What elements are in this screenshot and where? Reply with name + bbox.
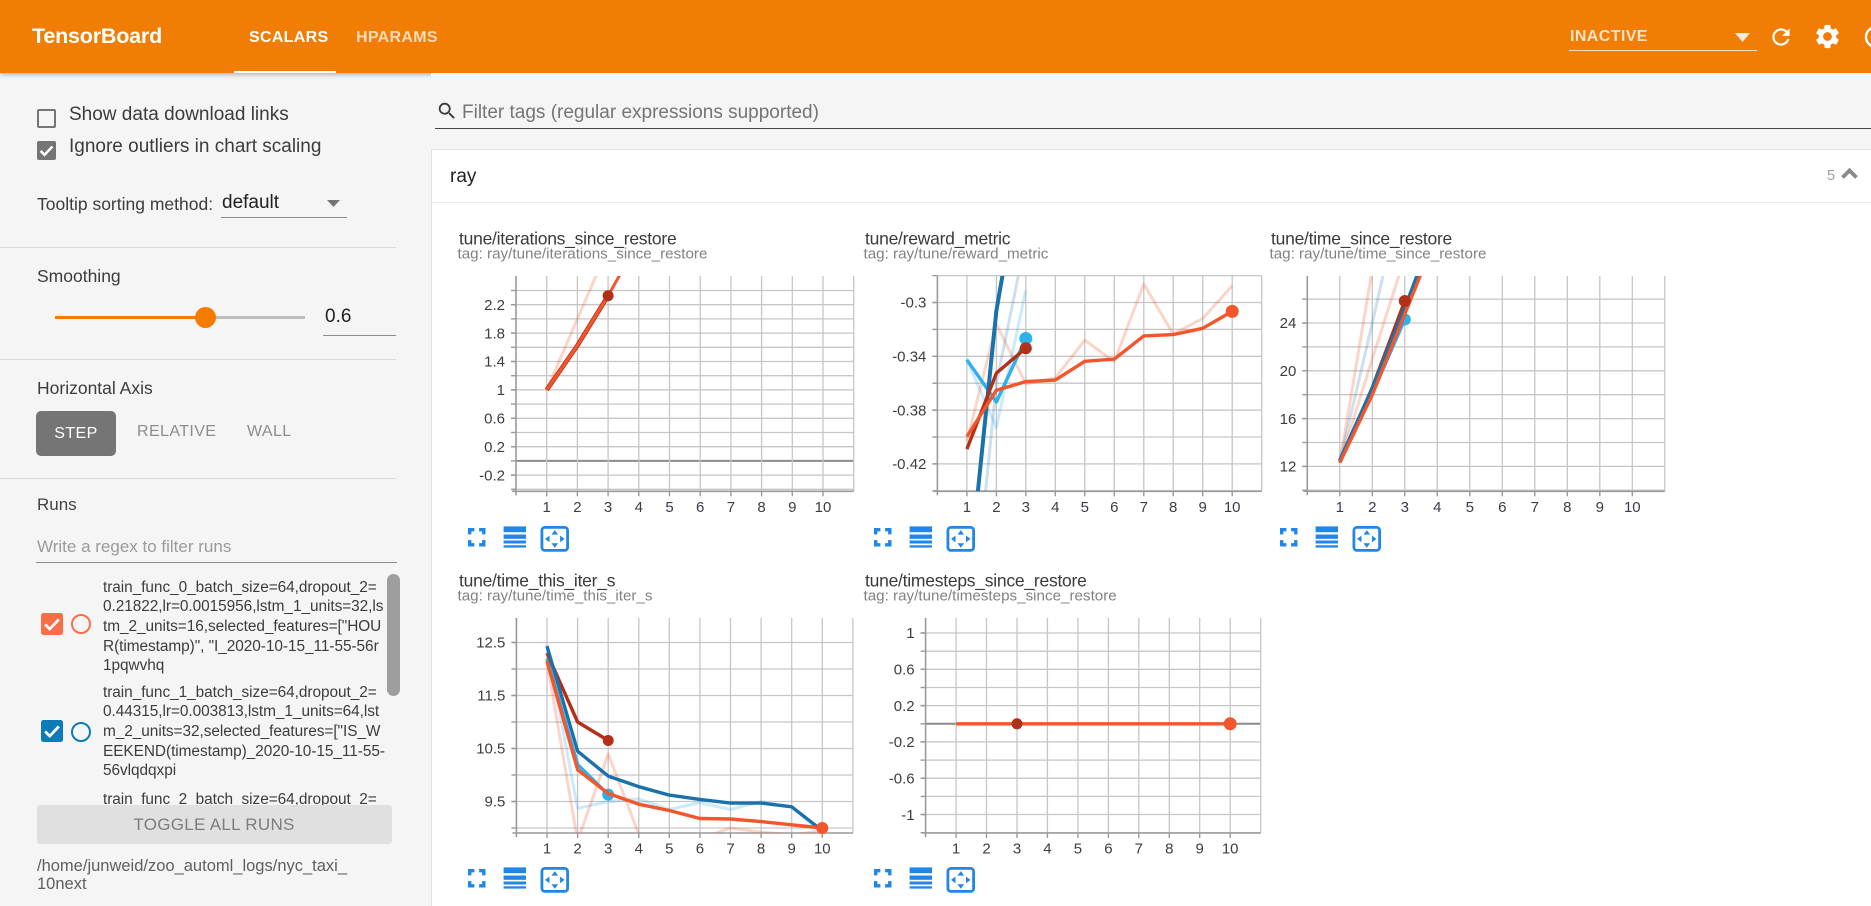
svg-text:6: 6 bbox=[1498, 499, 1506, 516]
svg-text:-0.3: -0.3 bbox=[901, 295, 927, 312]
svg-text:10: 10 bbox=[1224, 499, 1241, 516]
svg-text:0.2: 0.2 bbox=[894, 698, 915, 715]
svg-text:1: 1 bbox=[543, 841, 551, 858]
svg-text:5: 5 bbox=[665, 841, 673, 858]
svg-text:-0.2: -0.2 bbox=[889, 734, 915, 751]
svg-text:1: 1 bbox=[543, 499, 551, 516]
svg-text:0.6: 0.6 bbox=[484, 411, 505, 428]
svg-text:1: 1 bbox=[952, 841, 960, 858]
svg-text:4: 4 bbox=[1051, 499, 1059, 516]
svg-text:10: 10 bbox=[814, 841, 831, 858]
svg-text:tag: ray/tune/time_since_resto: tag: ray/tune/time_since_restore bbox=[1270, 246, 1487, 263]
svg-text:4: 4 bbox=[635, 499, 643, 516]
svg-text:-0.2: -0.2 bbox=[479, 467, 505, 484]
svg-text:-0.6: -0.6 bbox=[889, 771, 915, 788]
svg-text:9.5: 9.5 bbox=[485, 794, 506, 811]
svg-text:5: 5 bbox=[1466, 499, 1474, 516]
svg-text:tune/time_this_iter_s: tune/time_this_iter_s bbox=[459, 571, 616, 592]
svg-text:7: 7 bbox=[1135, 841, 1143, 858]
svg-text:tag: ray/tune/time_this_iter_s: tag: ray/tune/time_this_iter_s bbox=[458, 588, 653, 605]
svg-text:2.2: 2.2 bbox=[484, 297, 505, 314]
svg-text:9: 9 bbox=[1196, 841, 1204, 858]
svg-text:10.5: 10.5 bbox=[476, 741, 505, 758]
svg-text:3: 3 bbox=[1013, 841, 1021, 858]
svg-text:2: 2 bbox=[982, 841, 990, 858]
svg-text:4: 4 bbox=[1433, 499, 1441, 516]
svg-text:7: 7 bbox=[1140, 499, 1148, 516]
svg-text:tune/time_since_restore: tune/time_since_restore bbox=[1271, 229, 1452, 250]
svg-text:8: 8 bbox=[757, 841, 765, 858]
svg-text:2: 2 bbox=[573, 499, 581, 516]
svg-text:10: 10 bbox=[1624, 499, 1641, 516]
svg-text:12: 12 bbox=[1280, 459, 1297, 476]
svg-text:3: 3 bbox=[604, 499, 612, 516]
svg-text:9: 9 bbox=[788, 499, 796, 516]
svg-text:tag: ray/tune/timesteps_since_: tag: ray/tune/timesteps_since_restore bbox=[864, 588, 1117, 605]
svg-text:0.6: 0.6 bbox=[894, 662, 915, 679]
svg-text:10: 10 bbox=[815, 499, 832, 516]
svg-text:tune/reward_metric: tune/reward_metric bbox=[865, 229, 1011, 250]
svg-text:8: 8 bbox=[757, 499, 765, 516]
svg-text:1: 1 bbox=[906, 625, 914, 642]
svg-text:3: 3 bbox=[604, 841, 612, 858]
svg-text:5: 5 bbox=[1074, 841, 1082, 858]
svg-text:6: 6 bbox=[1104, 841, 1112, 858]
svg-text:-0.34: -0.34 bbox=[892, 349, 926, 366]
svg-text:7: 7 bbox=[727, 499, 735, 516]
svg-text:7: 7 bbox=[726, 841, 734, 858]
svg-text:6: 6 bbox=[696, 841, 704, 858]
svg-text:5: 5 bbox=[665, 499, 673, 516]
svg-text:-0.38: -0.38 bbox=[892, 402, 926, 419]
svg-text:16: 16 bbox=[1280, 411, 1297, 428]
svg-text:7: 7 bbox=[1531, 499, 1539, 516]
svg-text:-1: -1 bbox=[901, 807, 914, 824]
svg-text:tag: ray/tune/reward_metric: tag: ray/tune/reward_metric bbox=[864, 246, 1049, 263]
svg-text:1: 1 bbox=[1336, 499, 1344, 516]
svg-text:2: 2 bbox=[573, 841, 581, 858]
svg-text:tune/iterations_since_restore: tune/iterations_since_restore bbox=[459, 229, 676, 250]
svg-text:12.5: 12.5 bbox=[476, 635, 505, 652]
svg-text:3: 3 bbox=[1401, 499, 1409, 516]
svg-text:10: 10 bbox=[1222, 841, 1239, 858]
svg-text:1: 1 bbox=[963, 499, 971, 516]
svg-text:9: 9 bbox=[1596, 499, 1604, 516]
svg-text:8: 8 bbox=[1169, 499, 1177, 516]
svg-text:2: 2 bbox=[1368, 499, 1376, 516]
svg-text:11.5: 11.5 bbox=[477, 688, 505, 705]
svg-text:9: 9 bbox=[1199, 499, 1207, 516]
svg-text:6: 6 bbox=[696, 499, 704, 516]
svg-text:8: 8 bbox=[1165, 841, 1173, 858]
svg-text:8: 8 bbox=[1563, 499, 1571, 516]
svg-text:24: 24 bbox=[1280, 315, 1297, 332]
svg-text:1.8: 1.8 bbox=[484, 325, 505, 342]
svg-text:4: 4 bbox=[1043, 841, 1051, 858]
svg-text:tag: ray/tune/iterations_since: tag: ray/tune/iterations_since_restore bbox=[458, 246, 708, 263]
svg-text:-0.42: -0.42 bbox=[892, 456, 926, 473]
svg-text:5: 5 bbox=[1081, 499, 1089, 516]
svg-text:0.2: 0.2 bbox=[484, 439, 505, 456]
svg-text:2: 2 bbox=[992, 499, 1000, 516]
svg-text:6: 6 bbox=[1110, 499, 1118, 516]
svg-text:4: 4 bbox=[635, 841, 643, 858]
svg-text:9: 9 bbox=[788, 841, 796, 858]
svg-text:1.4: 1.4 bbox=[484, 354, 505, 371]
svg-text:20: 20 bbox=[1280, 363, 1297, 380]
svg-text:1: 1 bbox=[497, 382, 505, 399]
svg-text:tune/timesteps_since_restore: tune/timesteps_since_restore bbox=[865, 571, 1087, 592]
svg-text:3: 3 bbox=[1022, 499, 1030, 516]
